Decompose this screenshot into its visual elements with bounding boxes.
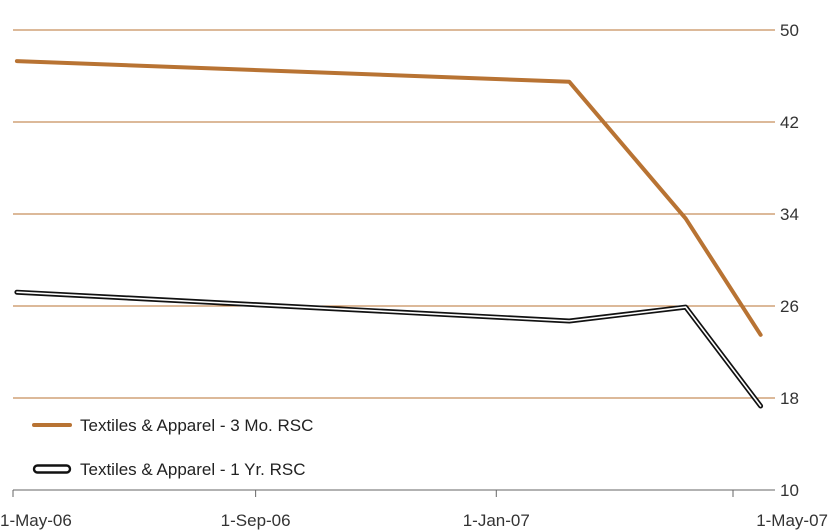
series-0-point-0	[15, 59, 19, 63]
series-1-inner	[16, 291, 762, 407]
x-tick-label-3: 1-May-07	[756, 511, 828, 530]
y-tick-label-50: 50	[780, 21, 799, 40]
series-1-outline	[14, 289, 764, 409]
x-tick-label-0: 1-May-06	[0, 511, 72, 530]
series-0-line	[14, 59, 763, 337]
legend-label-1: Textiles & Apparel - 1 Yr. RSC	[80, 460, 306, 479]
series-1-line	[14, 289, 764, 409]
legend: Textiles & Apparel - 3 Mo. RSC Textiles &…	[32, 416, 313, 479]
series-1-point-3	[759, 404, 763, 408]
legend-item-0: Textiles & Apparel - 3 Mo. RSC	[32, 416, 313, 435]
series-0-point-2	[684, 217, 688, 221]
y-tick-label-26: 26	[780, 297, 799, 316]
grid-lines	[13, 29, 775, 491]
y-tick-label-18: 18	[780, 389, 799, 408]
x-tick-label-2: 1-Jan-07	[463, 511, 530, 530]
series-0-point-1	[567, 80, 571, 84]
legend-item-1: Textiles & Apparel - 1 Yr. RSC	[32, 460, 306, 479]
y-axis: 10 18 26 34 42 50	[780, 21, 799, 500]
x-axis: 1-May-06 1-Sep-06 1-Jan-07 1-May-07	[0, 490, 828, 530]
series-0-point-3	[759, 333, 763, 337]
x-tick-label-1: 1-Sep-06	[221, 511, 291, 530]
legend-swatch-1	[32, 464, 72, 474]
y-tick-label-34: 34	[780, 205, 799, 224]
plot-area	[14, 59, 764, 409]
series-1-point-1	[567, 319, 571, 323]
series-1-point-0	[15, 290, 19, 294]
y-tick-label-42: 42	[780, 113, 799, 132]
y-tick-label-10: 10	[780, 481, 799, 500]
series-1-point-2	[684, 305, 688, 309]
series-0-path	[14, 59, 763, 337]
legend-label-0: Textiles & Apparel - 3 Mo. RSC	[80, 416, 313, 435]
